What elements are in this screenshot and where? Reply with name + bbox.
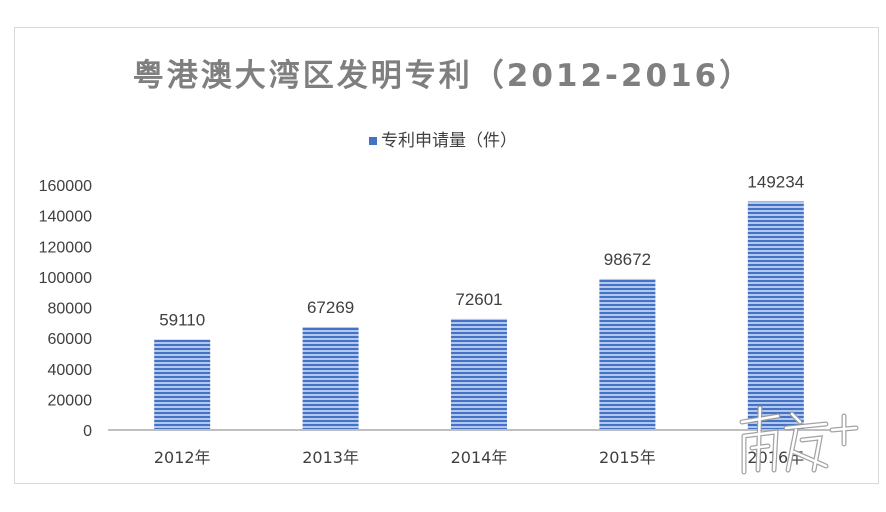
chart-frame bbox=[14, 27, 879, 484]
x-tick-label: 2012年 bbox=[154, 448, 211, 467]
x-tick-label: 2014年 bbox=[451, 448, 508, 467]
bar-2015年 bbox=[599, 278, 656, 430]
y-tick-label: 0 bbox=[83, 423, 92, 440]
bar-2016年 bbox=[747, 201, 804, 430]
y-tick-label: 20000 bbox=[48, 392, 93, 409]
data-label: 67269 bbox=[307, 298, 354, 317]
y-tick-label: 40000 bbox=[48, 362, 93, 379]
bar-2012年 bbox=[154, 339, 211, 430]
chart-title: 粤港澳大湾区发明专利（2012-2016） bbox=[132, 58, 754, 94]
data-label: 149234 bbox=[747, 172, 804, 191]
y-tick-label: 120000 bbox=[39, 239, 92, 256]
data-label: 72601 bbox=[455, 290, 502, 309]
watermark-logo bbox=[739, 405, 859, 475]
y-tick-label: 160000 bbox=[39, 178, 92, 195]
y-tick-label: 100000 bbox=[39, 270, 92, 287]
bar-2014年 bbox=[451, 318, 507, 430]
y-tick-label: 80000 bbox=[48, 301, 93, 318]
y-tick-label: 60000 bbox=[48, 331, 93, 348]
legend: 专利申请量（件） bbox=[0, 126, 886, 151]
x-tick-label: 2015年 bbox=[599, 448, 656, 467]
y-tick-label: 140000 bbox=[39, 209, 92, 226]
legend-swatch bbox=[369, 137, 377, 145]
bar-2013年 bbox=[302, 326, 359, 430]
data-label: 98672 bbox=[604, 250, 651, 269]
legend-label: 专利申请量（件） bbox=[381, 131, 517, 151]
data-label: 59110 bbox=[159, 310, 205, 329]
x-tick-label: 2013年 bbox=[302, 448, 359, 467]
